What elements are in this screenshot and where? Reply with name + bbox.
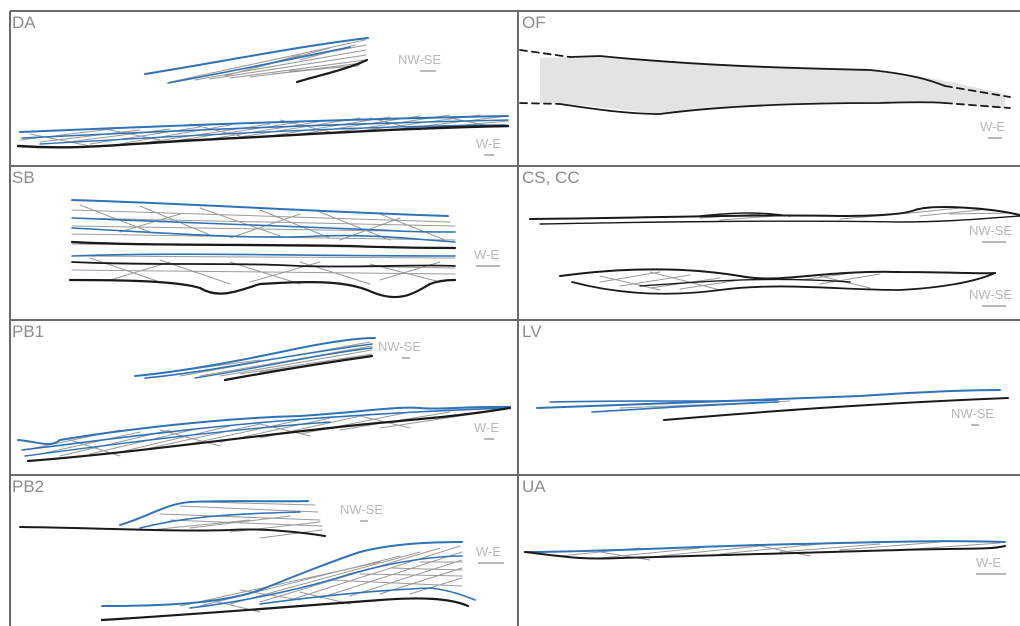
scale-bar: [360, 520, 368, 522]
pb2-sketch-upper: [19, 500, 326, 539]
cs-cc-sketch: [529, 206, 1020, 295]
orientation-label: W-E: [474, 420, 500, 435]
panel-label-cs-cc: CS, CC: [522, 168, 580, 187]
panel-label-ua: UA: [522, 477, 546, 496]
of-body: [519, 49, 1011, 115]
orientation-label: NW-SE: [340, 502, 384, 517]
orientation-label: NW-SE: [378, 339, 422, 354]
orientation-label: NW-SE: [969, 287, 1013, 302]
scale-bar: [971, 424, 979, 426]
da-sketch-lower: [16, 114, 510, 149]
scale-bar: [420, 70, 436, 72]
ua-sketch: [524, 540, 1006, 561]
orientation-label: NW-SE: [951, 406, 995, 421]
panel-label-of: OF: [522, 13, 546, 32]
sb-sketch: [68, 199, 457, 299]
pb2-sketch-lower: [100, 541, 476, 622]
orientation-label: W-E: [976, 555, 1002, 570]
da-sketch-upper: [144, 37, 369, 84]
scale-bar: [484, 438, 494, 440]
panel-label-pb2: PB2: [12, 477, 45, 496]
orientation-label: NW-SE: [398, 52, 442, 67]
panel-label-sb: SB: [12, 168, 35, 187]
orientation-label: W-E: [476, 136, 502, 151]
pb1-sketch-lower: [17, 405, 512, 463]
panel-label-da: DA: [12, 13, 36, 32]
scale-bar: [982, 241, 1006, 243]
scale-bar: [982, 305, 1006, 307]
scale-bar: [988, 137, 1002, 139]
lv-sketch: [536, 389, 1009, 421]
scale-bar: [402, 357, 410, 359]
orientation-label: W-E: [980, 119, 1006, 134]
scale-bar: [976, 573, 1006, 575]
orientation-label: NW-SE: [969, 223, 1013, 238]
scale-bar: [484, 154, 494, 156]
scale-bar: [476, 265, 500, 267]
pb1-sketch-upper: [134, 337, 376, 382]
panel-grid: [9, 10, 1020, 626]
scale-bar: [478, 562, 504, 564]
orientation-label: W-E: [474, 247, 500, 262]
panel-label-lv: LV: [522, 322, 542, 341]
orientation-label: W-E: [476, 544, 502, 559]
panel-label-pb1: PB1: [12, 322, 45, 341]
